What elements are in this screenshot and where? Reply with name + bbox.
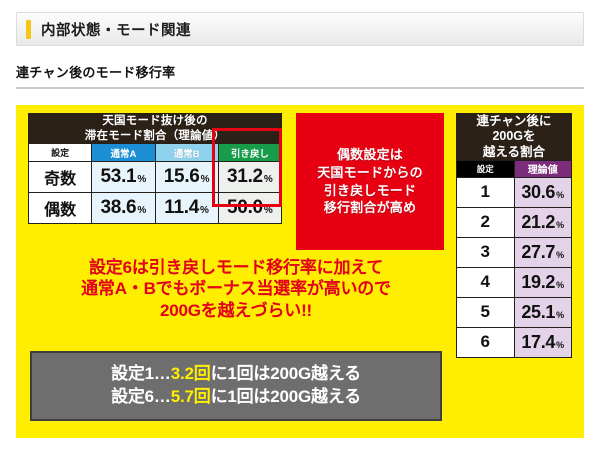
setting-1: 1 (456, 176, 515, 208)
column-header-theoretical: 理論値 (513, 159, 572, 178)
middle-message-line1: 設定6は引き戻しモード移行率に加えて (88, 258, 383, 277)
summary-line2-prefix: 設定6… (111, 387, 171, 406)
red-callout-line1: 偶数設定は (336, 146, 403, 162)
value-number: 19.2 (521, 271, 556, 292)
cell-odd-normal-a: 53.1% (91, 161, 156, 194)
value-setting-1: 30.6% (513, 176, 572, 208)
unit-percent: % (556, 309, 565, 320)
setting-6: 6 (456, 326, 515, 358)
value-even-hikimodoshi: 50.0 (227, 197, 263, 219)
table-row: 偶数 38.6% 11.4% 50.0% (27, 192, 283, 225)
table-row: 1 30.6% (456, 176, 572, 208)
summary-line1-suffix: に1回は200G越える (210, 364, 362, 384)
cell-odd-normal-b: 15.6% (154, 161, 219, 194)
unit-percent: % (200, 205, 209, 217)
column-header-normal-b: 通常B (154, 143, 219, 163)
unit-percent: % (556, 339, 565, 350)
column-header-setting: 設定 (27, 143, 93, 163)
mode-ratio-table: 天国モード抜け後の 滞在モード割合（理論値） 設定 通常A 通常B 引き戻し 奇… (27, 112, 283, 225)
setting-4: 4 (456, 266, 515, 298)
unit-percent: % (556, 189, 565, 200)
setting-2: 2 (456, 206, 515, 238)
value-odd-normal-b: 15.6 (163, 166, 200, 188)
unit-percent: % (137, 205, 147, 217)
value-setting-5: 25.1% (513, 296, 572, 328)
divider (16, 87, 584, 89)
value-odd-hikimodoshi: 31.2 (227, 166, 263, 188)
table-row: 奇数 53.1% 15.6% 31.2% (27, 161, 283, 194)
summary-line2-highlight: 5.7回 (170, 387, 211, 406)
unit-percent: % (556, 219, 565, 230)
table-row: 3 27.7% (456, 236, 572, 268)
summary-line1-highlight: 3.2回 (170, 364, 211, 384)
over200g-table: 連チャン後に 200Gを 越える割合 設定 理論値 1 30.6% 2 21.2… (456, 113, 572, 358)
value-odd-normal-a: 53.1 (100, 166, 137, 188)
middle-message: 設定6は引き戻しモード移行率に加えて 通常A・Bでもボーナス当選率が高いので 2… (26, 257, 446, 321)
summary-box: 設定1…3.2回に1回は200G越える 設定6…5.7回に1回は200G越える (30, 351, 442, 421)
cell-even-normal-b: 11.4% (154, 192, 219, 225)
value-setting-2: 21.2% (513, 206, 572, 238)
middle-message-line3: 200Gを越えづらい!! (160, 300, 312, 320)
table-header-row: 設定 理論値 (456, 159, 572, 178)
value-setting-3: 27.7% (513, 236, 572, 268)
accent-bar-icon (26, 19, 31, 39)
table-row: 6 17.4% (456, 326, 572, 358)
cell-even-hikimodoshi: 50.0% (217, 192, 283, 225)
sub-title: 連チャン後のモード移行率 (16, 65, 176, 80)
unit-percent: % (556, 279, 565, 290)
over200g-table-title: 連チャン後に 200Gを 越える割合 (456, 113, 572, 161)
row-label-even: 偶数 (27, 192, 93, 225)
red-callout-line3: 引き戻しモード (323, 182, 417, 198)
value-number: 21.2 (521, 211, 556, 232)
over200g-title-line2: 200Gを (492, 129, 536, 144)
table-row: 4 19.2% (456, 266, 572, 298)
info-poster: 天国モード抜け後の 滞在モード割合（理論値） 設定 通常A 通常B 引き戻し 奇… (16, 105, 584, 438)
row-label-odd: 奇数 (27, 161, 93, 194)
value-setting-6: 17.4% (513, 326, 572, 358)
page-title: 内部状態・モード関連 (41, 22, 191, 39)
value-number: 25.1 (521, 301, 556, 322)
table-row: 5 25.1% (456, 296, 572, 328)
value-number: 27.7 (521, 241, 556, 262)
mode-ratio-title-line1: 天国モード抜け後の (102, 115, 208, 127)
value-even-normal-b: 11.4 (164, 197, 200, 219)
red-callout-line2: 天国モードからの (317, 164, 423, 180)
table-row: 2 21.2% (456, 206, 572, 238)
unit-percent: % (263, 174, 273, 186)
value-number: 30.6 (521, 181, 556, 202)
setting-3: 3 (456, 236, 515, 268)
summary-line2-suffix: に1回は200G越える (210, 387, 362, 406)
section-header: 内部状態・モード関連 (16, 12, 584, 46)
column-header-setting: 設定 (456, 159, 515, 178)
over200g-title-line1: 連チャン後に (476, 114, 552, 128)
unit-percent: % (200, 174, 210, 186)
mode-ratio-title-line2: 滞在モード割合（理論値） (84, 129, 226, 142)
red-callout-text: 偶数設定は 天国モードからの 引き戻しモード 移行割合が高め (317, 146, 423, 218)
unit-percent: % (263, 205, 273, 217)
summary-line-setting1: 設定1…3.2回に1回は200G越える (111, 363, 361, 386)
setting-5: 5 (456, 296, 515, 328)
value-number: 17.4 (521, 331, 556, 352)
column-header-hikimodoshi: 引き戻し (217, 143, 283, 163)
table-header-row: 設定 通常A 通常B 引き戻し (27, 143, 283, 163)
red-callout: 偶数設定は 天国モードからの 引き戻しモード 移行割合が高め (296, 113, 444, 250)
unit-percent: % (556, 249, 565, 260)
value-even-normal-a: 38.6 (100, 197, 137, 219)
over200g-title-line3: 越える割合 (482, 144, 546, 159)
cell-even-normal-a: 38.6% (91, 192, 156, 225)
red-callout-line4: 移行割合が高め (323, 200, 417, 216)
summary-line1-prefix: 設定1… (111, 364, 171, 384)
column-header-normal-a: 通常A (91, 143, 156, 163)
middle-message-line2: 通常A・Bでもボーナス当選率が高いので (81, 279, 391, 299)
summary-line-setting6: 設定6…5.7回に1回は200G越える (111, 386, 361, 409)
mode-ratio-table-title: 天国モード抜け後の 滞在モード割合（理論値） (28, 112, 282, 145)
unit-percent: % (137, 174, 147, 186)
cell-odd-hikimodoshi: 31.2% (217, 161, 283, 194)
value-setting-4: 19.2% (513, 266, 572, 298)
